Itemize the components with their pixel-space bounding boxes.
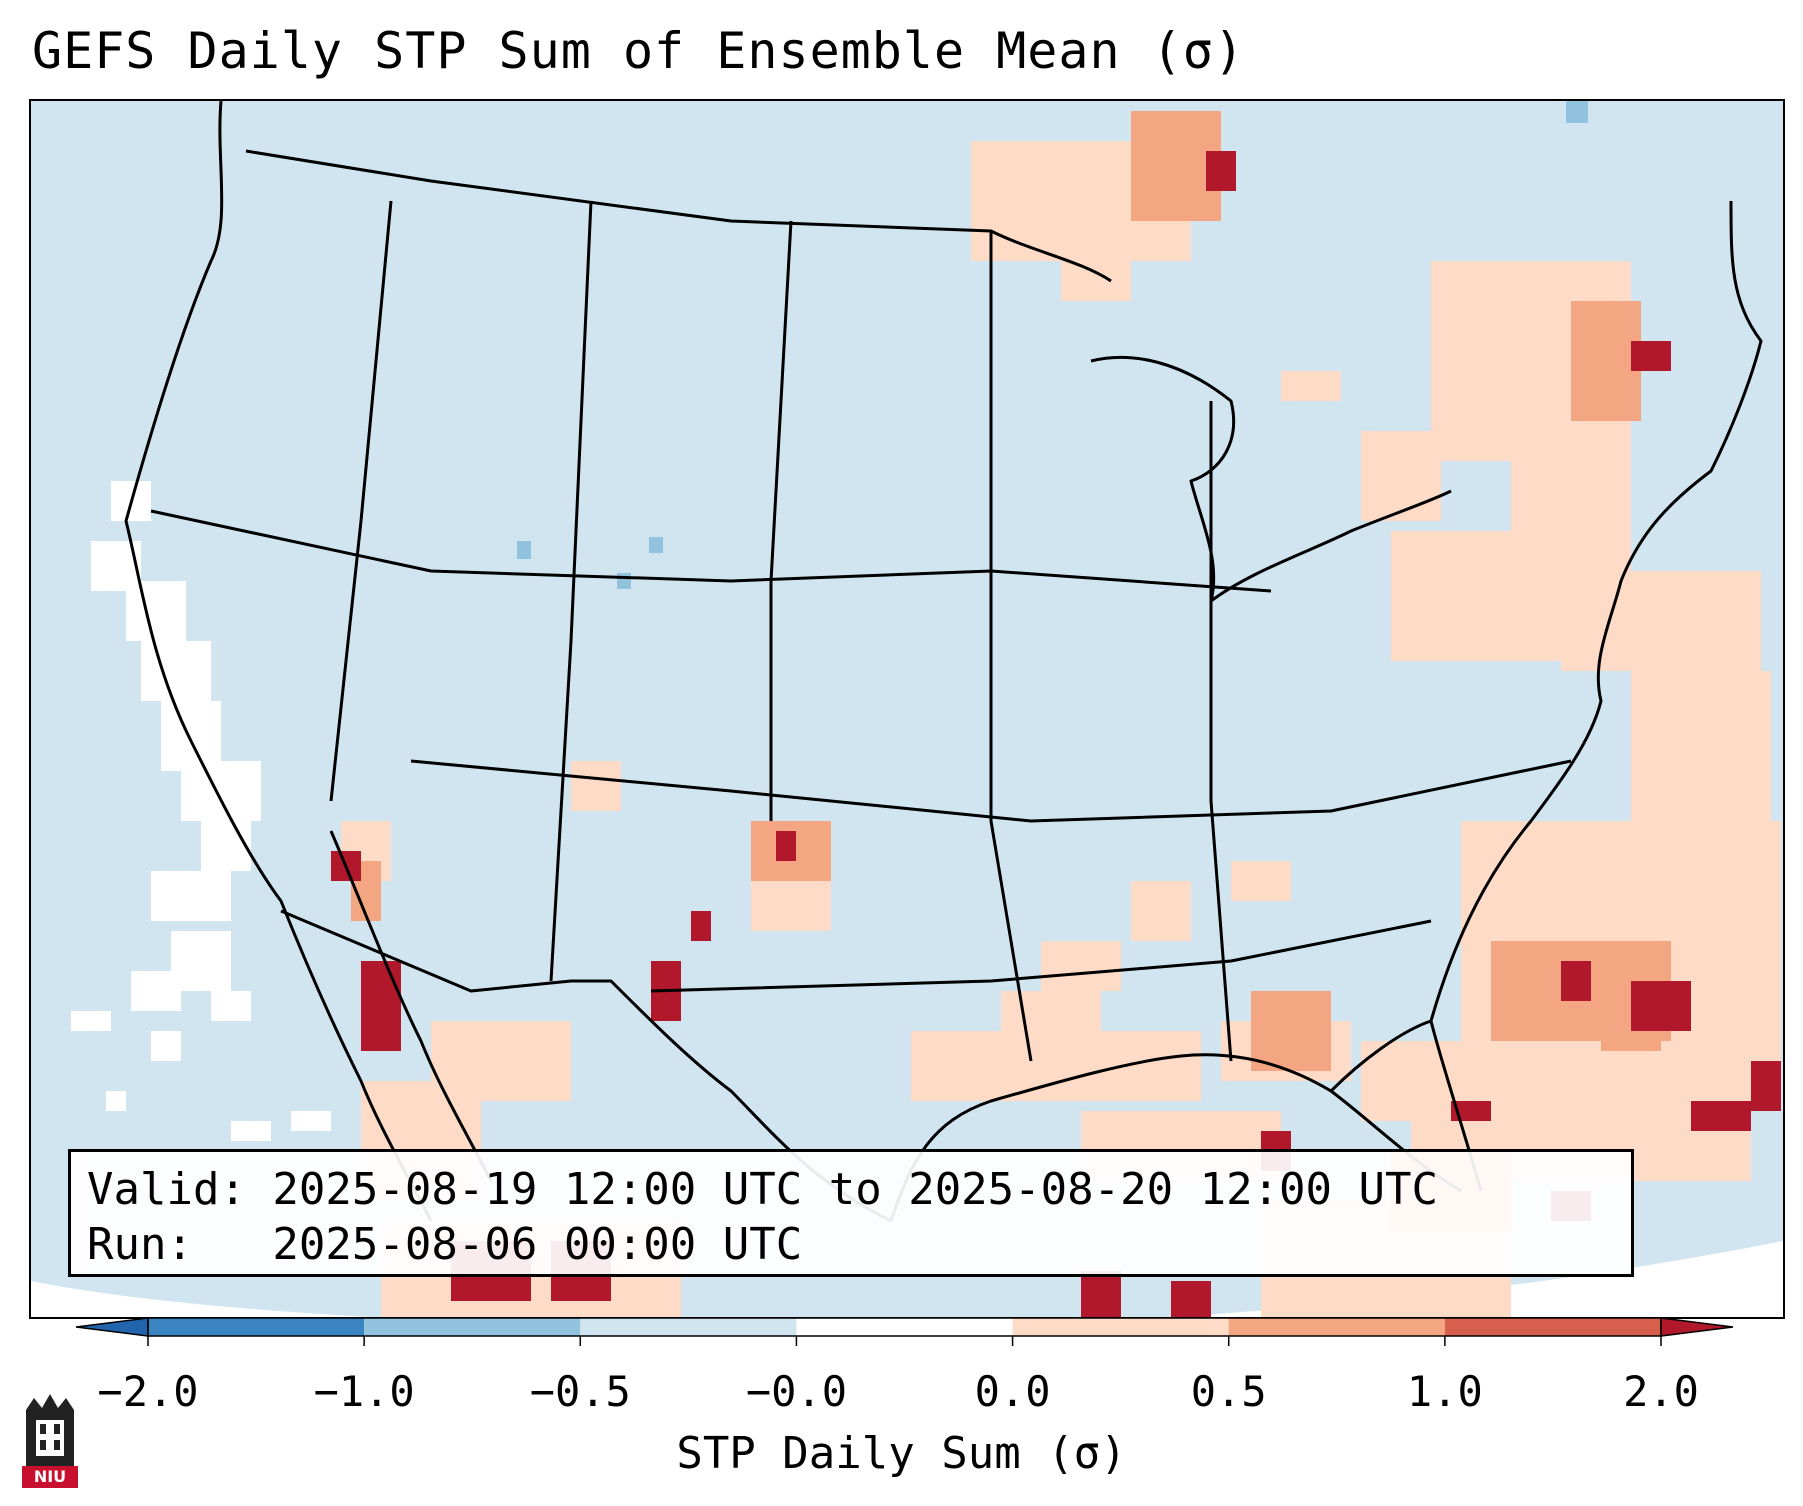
colorbar-tick-label: 0.0 [974,1367,1051,1416]
colorbar-segment [1012,1318,1229,1336]
map-panel: Valid: 2025-08-19 12:00 UTC to 2025-08-2… [29,99,1785,1319]
florida [1329,1019,1483,1192]
colorbar-outline [147,1317,1662,1337]
map-title: GEFS Daily STP Sum of Ensemble Mean (σ) [32,22,1245,80]
colorbar-segment [364,1318,581,1336]
valid-time-text: Valid: 2025-08-19 12:00 UTC to 2025-08-2… [87,1164,1439,1215]
canada-border [245,149,1112,283]
states-ns-1 [329,200,393,802]
coastlines-and-borders [124,101,1763,1223]
colorbar-segment [148,1318,365,1336]
colorbar-ticks [147,1336,1662,1346]
valid-run-info-box: Valid: 2025-08-19 12:00 UTC to 2025-08-2… [68,1149,1634,1277]
colorbar-tick-label: 1.0 [1406,1367,1483,1416]
colorbar-tick-label: −0.0 [745,1367,847,1416]
states-ns-4 [989,231,1033,1062]
colorbar [75,1317,1734,1346]
colorbar-extend-low [75,1317,149,1337]
colorbar-segment [796,1318,1013,1336]
map-canvas [31,101,1783,1317]
colorbar-extend-high [1660,1317,1734,1337]
niu-logo-text: NIU [22,1466,78,1488]
states-ns-5 [1209,401,1233,1062]
domain-fill [31,101,1783,1317]
colorbar-tick-label: 2.0 [1623,1367,1699,1416]
great-lakes [1090,355,1452,603]
niu-logo-icon [26,1394,74,1466]
offshore-white-cells [71,481,331,1141]
gulf-coast [889,1053,1462,1222]
states-ns-3 [769,220,793,821]
colorbar-segment [1228,1318,1445,1336]
states-ew-2 [410,759,1572,823]
baja-coast [329,830,493,1182]
colorbar-segments [148,1318,1661,1336]
colorbar-tick-label: −2.0 [97,1367,199,1416]
east-coast [1429,200,1763,1022]
run-time-text: Run: 2025-08-06 00:00 UTC [87,1219,803,1270]
west-coast [124,101,433,1222]
colorbar-label: STP Daily Sum (σ) [676,1428,1127,1479]
states-ew-3 [650,919,1432,993]
colorbar-tick-label: −0.5 [529,1367,631,1416]
colorbar-segment [1444,1318,1661,1336]
colorbar-segment [580,1318,797,1336]
colorbar-tick-label: −1.0 [313,1367,415,1416]
states-ns-2 [549,200,593,982]
states-ew-1 [150,509,1272,593]
colorbar-tick-label: 0.5 [1190,1367,1267,1416]
